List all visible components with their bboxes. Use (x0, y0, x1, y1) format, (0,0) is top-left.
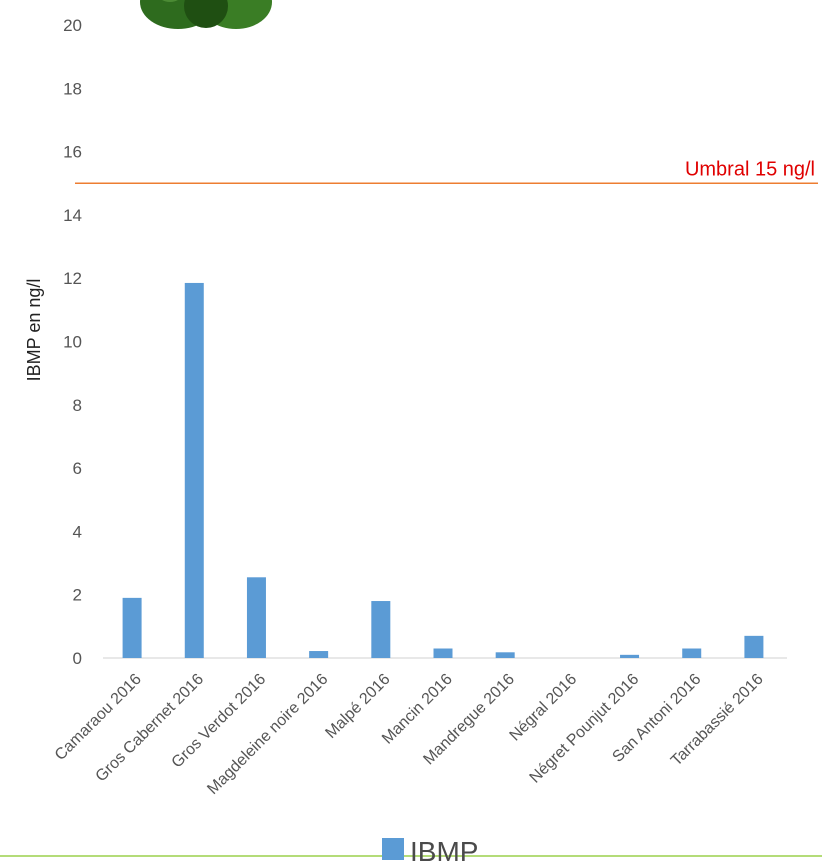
y-axis-label: IBMP en ng/l (24, 279, 44, 382)
y-tick-label: 8 (73, 396, 82, 415)
legend-label: IBMP (410, 836, 478, 865)
threshold-label: Umbral 15 ng/l (685, 158, 815, 180)
x-tick-label: Gros Cabernet 2016 (93, 671, 208, 786)
green-pepper-icon (140, 0, 272, 29)
y-tick-label: 18 (63, 79, 82, 98)
y-tick-label: 2 (73, 586, 82, 605)
legend: IBMP (382, 836, 478, 865)
bar (371, 601, 391, 658)
y-tick-label: 4 (73, 522, 82, 541)
bar (122, 597, 142, 658)
bar (744, 635, 764, 658)
y-tick-label: 0 (73, 649, 82, 668)
x-tick-label: Magdeleine noire 2016 (204, 671, 331, 798)
bars (122, 282, 764, 658)
y-tick-label: 14 (63, 206, 82, 225)
y-tick-label: 12 (63, 269, 82, 288)
y-tick-label: 20 (63, 16, 82, 35)
bar (184, 282, 204, 658)
bar (246, 577, 266, 658)
bar (309, 651, 329, 658)
y-tick-label: 10 (63, 333, 82, 352)
bar (433, 648, 453, 658)
threshold-line-group: Umbral 15 ng/l (75, 158, 818, 184)
y-tick-label: 16 (63, 143, 82, 162)
y-tick-label: 6 (73, 459, 82, 478)
bar (495, 652, 515, 658)
bar (620, 654, 640, 658)
bar (682, 648, 702, 658)
y-axis-ticks: 0 2 4 6 8 10 12 14 16 18 20 (63, 16, 82, 668)
legend-swatch (382, 838, 404, 860)
x-tick-label: Négret Pounjut 2016 (527, 671, 643, 787)
